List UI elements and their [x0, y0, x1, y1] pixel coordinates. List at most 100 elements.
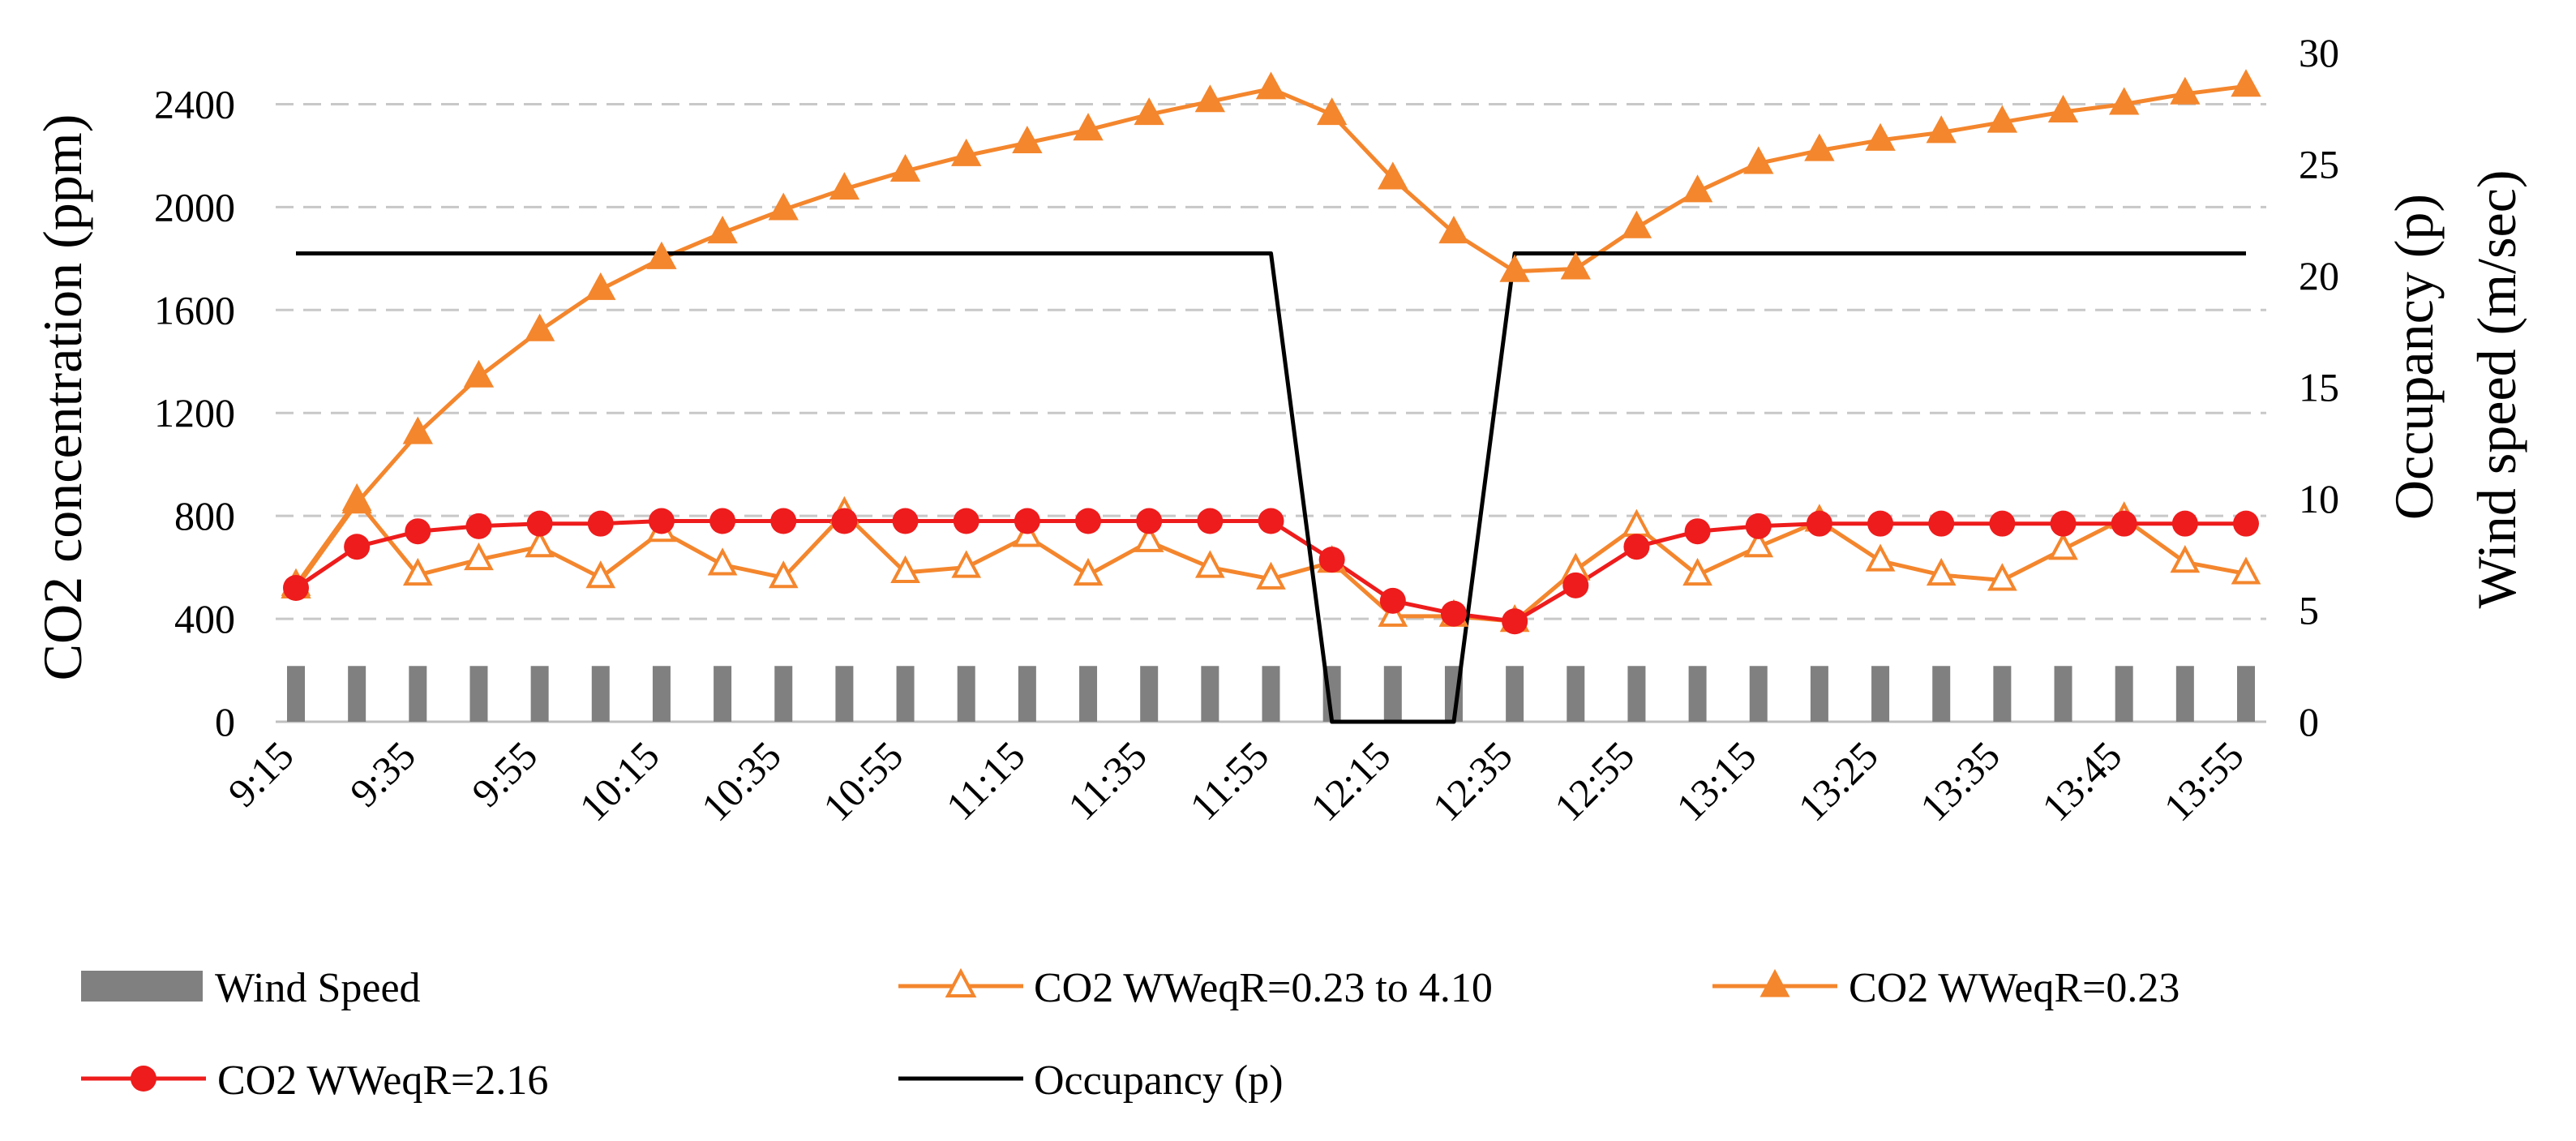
point-co2-wweqr-0-23-23: [1682, 174, 1713, 203]
right-axis-title-wind: Wind speed (m/sec): [2466, 169, 2527, 608]
series-markers: [281, 69, 2261, 635]
point-co2-wweqr-2-16-32: [2233, 510, 2259, 537]
left-tick-2400: 2400: [154, 81, 235, 127]
point-co2-wweqr-0-23-15: [1194, 84, 1226, 113]
point-co2-wweqr-2-16-24: [1745, 513, 1772, 539]
legend-marker-co2-variable: [945, 967, 977, 997]
legend-swatch-wind-speed: [81, 971, 203, 1002]
point-co2-wweqr-0-23-to-4-10-16: [1256, 561, 1286, 590]
point-co2-wweqr-2-16-26: [1867, 510, 1894, 537]
bar-wind-speed-14: [1140, 666, 1159, 722]
point-co2-wweqr-0-23-to-4-10-14: [1134, 524, 1164, 552]
point-co2-wweqr-0-23-to-4-10-18: [1378, 598, 1408, 627]
point-co2-wweqr-2-16-29: [2050, 510, 2077, 537]
point-co2-wweqr-0-23-18: [1378, 161, 1408, 190]
point-co2-wweqr-0-23-24: [1743, 146, 1774, 174]
point-co2-wweqr-2-16-4: [526, 510, 553, 537]
left-tick-800: 800: [174, 493, 235, 538]
point-co2-wweqr-0-23-12: [1012, 125, 1043, 154]
point-co2-wweqr-2-16-30: [2111, 510, 2137, 537]
right-tick-20: 20: [2299, 253, 2339, 298]
point-co2-wweqr-0-23-2: [402, 416, 434, 444]
point-co2-wweqr-0-23-to-4-10-2: [402, 557, 433, 586]
bar-wind-speed-1: [348, 666, 366, 722]
point-co2-wweqr-2-16-12: [1014, 508, 1040, 534]
legend-item-co2-023: CO2 WWeqR=0.23: [1712, 965, 2180, 1011]
point-co2-wweqr-0-23-to-4-10-10: [890, 555, 920, 583]
point-co2-wweqr-0-23-11: [951, 138, 982, 166]
point-co2-wweqr-0-23-to-4-10-8: [768, 560, 799, 589]
bar-wind-speed-32: [2237, 666, 2255, 722]
point-co2-wweqr-0-23-31: [2170, 76, 2201, 105]
point-co2-wweqr-0-23-to-4-10-29: [2048, 532, 2078, 560]
point-co2-wweqr-2-16-8: [770, 508, 797, 534]
point-co2-wweqr-0-23-to-4-10-26: [1865, 543, 1896, 572]
bar-wind-speed-13: [1079, 666, 1098, 722]
point-co2-wweqr-0-23-16: [1255, 71, 1287, 100]
bar-wind-speed-8: [774, 666, 793, 722]
point-co2-wweqr-2-16-20: [1502, 608, 1528, 635]
legend-label-co2-variable: CO2 WWeqR=0.23 to 4.10: [1034, 965, 1493, 1011]
legend-item-co2-variable: CO2 WWeqR=0.23 to 4.10: [898, 965, 1493, 1011]
point-co2-wweqr-0-23-19: [1438, 216, 1469, 244]
right-tick-10: 10: [2299, 476, 2339, 521]
bar-wind-speed-11: [957, 666, 975, 722]
legend-label-occupancy: Occupancy (p): [1034, 1057, 1284, 1104]
gridlines: [276, 102, 2266, 723]
left-axis-title: CO2 concentration (ppm): [32, 114, 93, 681]
x-tick-10-55: 10:55: [814, 732, 911, 830]
point-co2-wweqr-2-16-6: [648, 508, 675, 534]
point-co2-wweqr-0-23-to-4-10-15: [1195, 550, 1225, 578]
left-tick-2000: 2000: [154, 184, 235, 229]
legend-label-wind-speed: Wind Speed: [215, 965, 421, 1011]
point-co2-wweqr-0-23-to-4-10-24: [1743, 529, 1774, 558]
point-co2-wweqr-2-16-23: [1684, 518, 1711, 545]
point-co2-wweqr-2-16-2: [405, 518, 431, 545]
point-co2-wweqr-2-16-16: [1258, 508, 1284, 534]
point-co2-wweqr-0-23-14: [1134, 97, 1164, 126]
line-occupancy-p: [296, 251, 2246, 724]
x-tick-9-55: 9:55: [463, 732, 546, 815]
point-co2-wweqr-0-23-to-4-10-11: [951, 550, 982, 578]
x-tick-9-35: 9:35: [341, 732, 424, 815]
bar-wind-speed-28: [1993, 666, 2012, 722]
point-co2-wweqr-0-23-to-4-10-3: [464, 542, 494, 571]
point-co2-wweqr-2-16-15: [1197, 508, 1224, 534]
x-tick-13-15: 13:15: [1667, 732, 1764, 830]
bar-wind-speed-18: [1383, 666, 1402, 722]
legend-item-wind-speed: Wind Speed: [81, 965, 421, 1011]
point-co2-wweqr-2-16-13: [1075, 508, 1102, 534]
bar-wind-speed-30: [2115, 666, 2133, 722]
point-co2-wweqr-2-16-18: [1379, 587, 1406, 614]
point-co2-wweqr-2-16-25: [1806, 510, 1832, 537]
point-co2-wweqr-0-23-to-4-10-4: [525, 529, 555, 558]
bar-wind-speed-31: [2175, 666, 2194, 722]
point-co2-wweqr-0-23-to-4-10-13: [1073, 557, 1104, 586]
x-tick-11-35: 11:35: [1059, 732, 1155, 829]
legend-label-co2-216: CO2 WWeqR=2.16: [217, 1057, 548, 1104]
point-co2-wweqr-0-23-4: [524, 313, 555, 341]
bar-wind-speed-21: [1567, 666, 1585, 722]
point-co2-wweqr-2-16-1: [344, 534, 371, 560]
point-co2-wweqr-0-23-29: [2047, 94, 2079, 122]
left-tick-0: 0: [215, 699, 235, 744]
point-co2-wweqr-2-16-11: [953, 508, 979, 534]
right-axis-title-occupancy: Occupancy (p): [2383, 194, 2445, 520]
bar-wind-speed-10: [896, 666, 915, 722]
point-co2-wweqr-0-23-to-4-10-31: [2170, 545, 2201, 573]
point-co2-wweqr-2-16-7: [709, 508, 736, 534]
point-co2-wweqr-0-23-to-4-10-7: [707, 547, 738, 576]
right-axis-ticks: 0 5 10 15 20 25 30: [2299, 30, 2339, 744]
bar-wind-speed-5: [591, 666, 610, 722]
point-co2-wweqr-0-23-to-4-10-27: [1926, 557, 1957, 586]
right-tick-15: 15: [2299, 365, 2339, 410]
point-co2-wweqr-2-16-9: [831, 508, 858, 534]
right-tick-0: 0: [2299, 699, 2319, 744]
left-tick-400: 400: [174, 596, 235, 641]
point-co2-wweqr-0-23-17: [1316, 97, 1348, 126]
right-tick-25: 25: [2299, 142, 2339, 187]
point-co2-wweqr-0-23-27: [1926, 115, 1957, 144]
point-co2-wweqr-0-23-10: [889, 153, 921, 182]
legend-marker-co2-023: [1759, 968, 1790, 997]
